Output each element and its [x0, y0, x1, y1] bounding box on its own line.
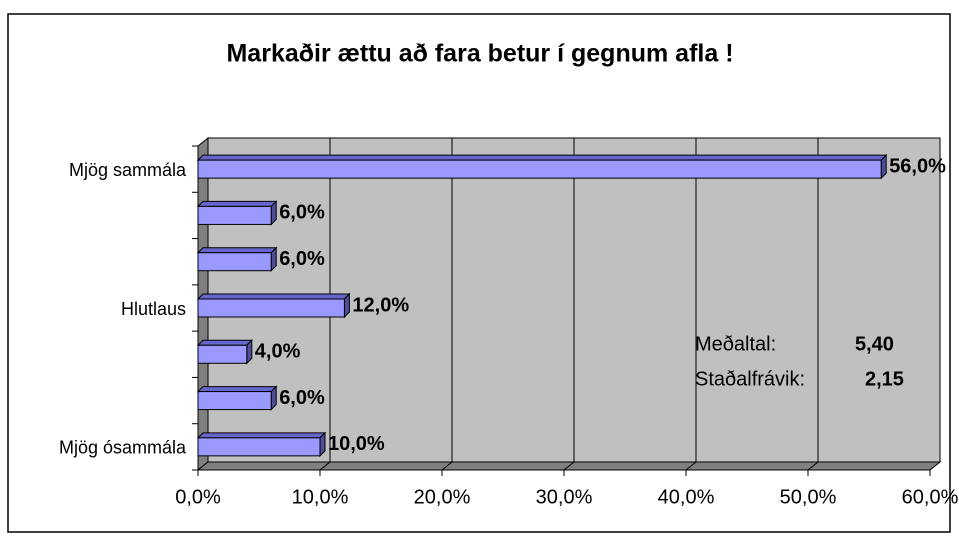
bar [197, 205, 272, 225]
floor-grid [563, 461, 575, 471]
bar [197, 252, 272, 272]
bar-top [196, 432, 327, 439]
bar-top [196, 339, 254, 346]
x-tick-label: 30,0% [536, 486, 593, 508]
annotation-value: 2,15 [865, 368, 904, 390]
bar-top [196, 200, 278, 207]
value-label: 6,0% [279, 248, 325, 270]
value-label: 56,0% [889, 155, 946, 177]
bar [197, 159, 882, 179]
floor-grid [319, 461, 331, 471]
value-label: 10,0% [328, 433, 385, 455]
floor-grid [441, 461, 453, 471]
annotation-value: 5,40 [855, 333, 894, 355]
x-tick-label: 60,0% [902, 486, 959, 508]
y-tick-label: Mjög ósammála [59, 438, 187, 458]
annotation-label: Meðaltal: [695, 333, 776, 355]
x-tick-label: 20,0% [414, 486, 471, 508]
value-label: 6,0% [279, 202, 325, 224]
x-tick-label: 0,0% [175, 486, 221, 508]
floor-grid [807, 461, 819, 471]
x-tick-label: 50,0% [780, 486, 837, 508]
value-label: 6,0% [279, 387, 325, 409]
x-tick-label: 10,0% [292, 486, 349, 508]
bar-top [196, 154, 888, 161]
annotation-label: Staðalfrávik: [695, 368, 805, 390]
x-tick-label: 40,0% [658, 486, 715, 508]
bar [197, 298, 345, 318]
bar-top [196, 386, 278, 393]
value-label: 4,0% [255, 341, 301, 363]
bar [197, 391, 272, 411]
value-label: 12,0% [352, 294, 409, 316]
y-tick-label: Hlutlaus [121, 299, 186, 319]
bar [197, 437, 321, 457]
bar-top [196, 247, 278, 254]
floor-grid [685, 461, 697, 471]
bar-top [196, 293, 351, 300]
bar [197, 344, 248, 364]
y-tick-label: Mjög sammála [69, 160, 187, 180]
chart-title: Markaðir ættu að fara betur í gegnum afl… [226, 40, 733, 68]
